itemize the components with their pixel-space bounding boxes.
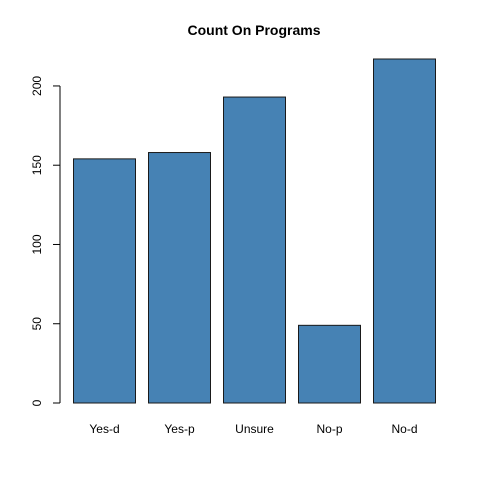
bar-yes-p: [148, 152, 211, 404]
y-tick-label: 0: [30, 399, 44, 406]
x-tick-label: Yes-d: [89, 422, 119, 436]
bar-unsure: [223, 96, 286, 404]
x-axis-labels: Yes-d Yes-p Unsure No-p No-d: [89, 422, 417, 436]
y-tick-label: 100: [30, 234, 44, 254]
bar-no-p: [298, 324, 361, 404]
x-tick-label: Yes-p: [164, 422, 195, 436]
bars-layer: [73, 58, 436, 404]
bar-yes-d: [73, 158, 136, 404]
y-tick-label: 200: [30, 76, 44, 96]
bar-no-d: [373, 58, 436, 404]
x-tick-label: No-p: [316, 422, 342, 436]
y-axis: 0 50 100 150 200: [30, 76, 61, 406]
x-tick-label: No-d: [391, 422, 417, 436]
y-tick-label: 50: [30, 317, 44, 331]
x-tick-label: Unsure: [235, 422, 274, 436]
chart-title: Count On Programs: [187, 22, 320, 38]
y-tick-label: 150: [30, 155, 44, 175]
